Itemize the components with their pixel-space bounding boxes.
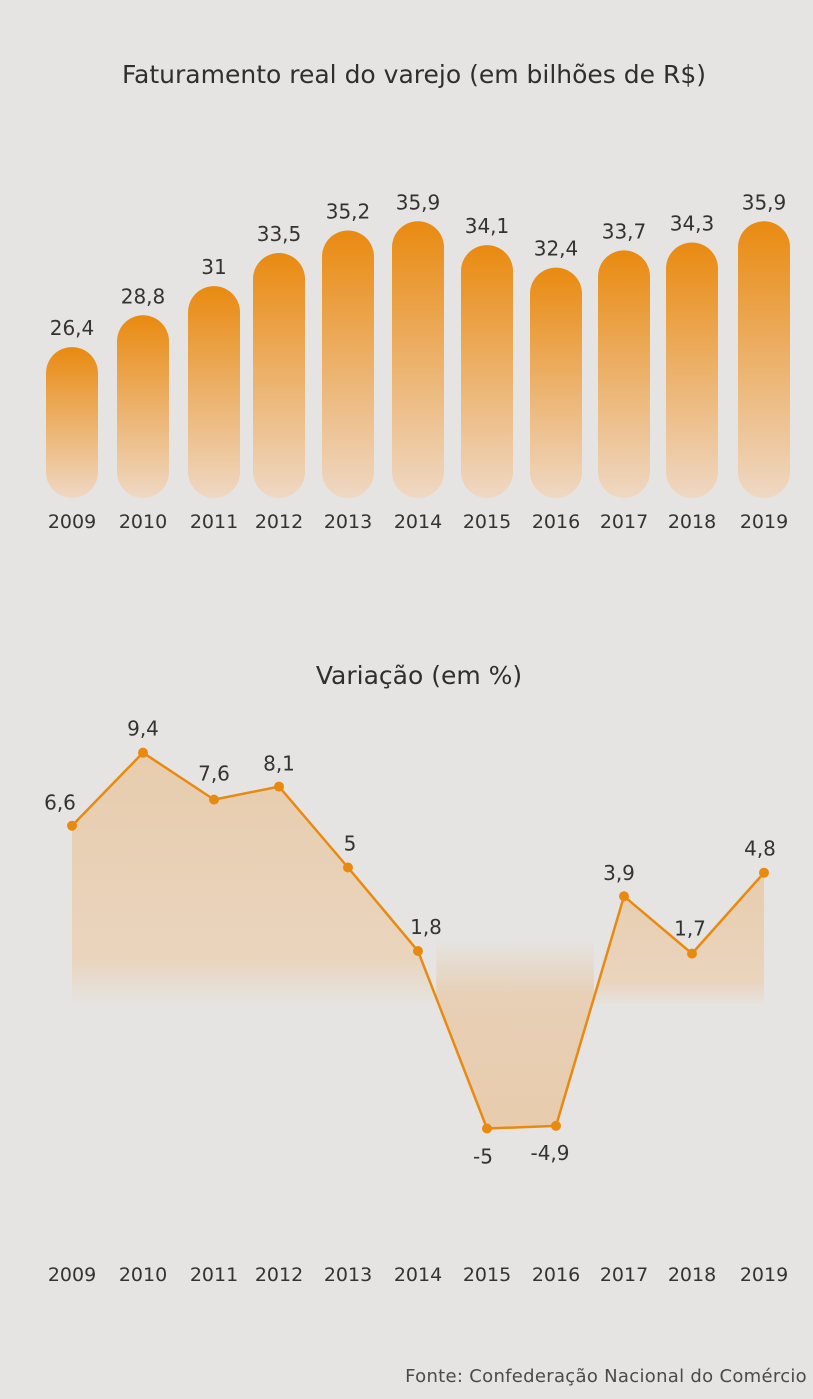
bar-value-label: 35,2 xyxy=(326,200,371,224)
line-x-tick: 2009 xyxy=(48,1264,96,1286)
bar-value-label: 31 xyxy=(201,255,226,279)
bar-value-label: 35,9 xyxy=(396,190,441,214)
point-2013 xyxy=(343,862,353,873)
bar-x-tick: 2017 xyxy=(600,511,648,533)
bar-series xyxy=(46,221,790,498)
bar-2014 xyxy=(392,221,444,498)
area-positive-right xyxy=(593,872,764,1008)
line-value-label: -4,9 xyxy=(530,1141,569,1165)
line-value-labels: 6,6 9,4 7,6 8,1 5 1,8 -5 -4,9 3,9 1,7 4,8 xyxy=(44,717,776,1169)
line-x-tick: 2016 xyxy=(532,1264,580,1286)
bar-value-label: 33,5 xyxy=(257,222,302,246)
bar-x-axis-ticks: 2009 2010 2011 2012 2013 2014 2015 2016 2017 2018… xyxy=(48,511,788,533)
point-2019 xyxy=(759,867,769,878)
bar-x-tick: 2016 xyxy=(532,511,580,533)
point-2010 xyxy=(138,747,148,758)
line-value-label: 4,8 xyxy=(744,837,776,861)
bar-2011 xyxy=(188,286,240,498)
line-chart-title: Variação (em %) xyxy=(316,661,522,690)
point-2014 xyxy=(413,946,423,957)
line-x-tick: 2018 xyxy=(668,1264,716,1286)
line-value-label: 8,1 xyxy=(263,752,295,776)
bar-value-label: 34,3 xyxy=(670,211,715,235)
bar-value-label: 32,4 xyxy=(534,237,579,261)
line-x-tick: 2019 xyxy=(740,1264,788,1286)
line-value-label: 9,4 xyxy=(127,717,159,741)
line-value-label: 7,6 xyxy=(198,762,230,786)
line-value-label: -5 xyxy=(473,1145,493,1169)
area-positive-left xyxy=(72,752,437,1008)
bar-x-tick: 2012 xyxy=(255,511,303,533)
line-area-fill xyxy=(72,752,764,1129)
point-2011 xyxy=(209,794,219,805)
bar-x-tick: 2010 xyxy=(119,511,167,533)
bar-x-tick: 2013 xyxy=(324,511,372,533)
bar-x-tick: 2014 xyxy=(394,511,442,533)
bar-2012 xyxy=(253,253,305,498)
bar-2013 xyxy=(322,230,374,498)
bar-2015 xyxy=(461,245,513,498)
bar-2017 xyxy=(598,250,650,498)
line-value-label: 3,9 xyxy=(603,861,635,885)
area-negative xyxy=(436,938,594,1129)
bar-2016 xyxy=(530,267,582,498)
bar-value-label: 33,7 xyxy=(602,219,647,243)
point-2016 xyxy=(551,1120,561,1131)
point-2009 xyxy=(67,820,77,831)
line-value-label: 5 xyxy=(344,832,357,856)
bar-x-tick: 2009 xyxy=(48,511,96,533)
point-2018 xyxy=(687,948,697,959)
bar-value-label: 34,1 xyxy=(465,214,510,238)
source-note: Fonte: Confederação Nacional do Comércio xyxy=(405,1366,807,1387)
line-x-tick: 2017 xyxy=(600,1264,648,1286)
bar-value-label: 35,9 xyxy=(742,190,787,214)
bar-2019 xyxy=(738,221,790,498)
bar-2018 xyxy=(666,242,718,498)
bar-chart-title: Faturamento real do varejo (em bilhões d… xyxy=(122,60,706,89)
line-x-tick: 2012 xyxy=(255,1264,303,1286)
line-x-tick: 2014 xyxy=(394,1264,442,1286)
line-x-tick: 2015 xyxy=(463,1264,511,1286)
point-2017 xyxy=(619,891,629,902)
line-x-tick: 2013 xyxy=(324,1264,372,1286)
bar-value-label: 26,4 xyxy=(50,316,95,340)
line-value-label: 6,6 xyxy=(44,791,76,815)
bar-x-tick: 2019 xyxy=(740,511,788,533)
bar-x-tick: 2011 xyxy=(190,511,238,533)
bar-x-tick: 2015 xyxy=(463,511,511,533)
line-series xyxy=(67,747,769,1134)
point-2012 xyxy=(274,781,284,792)
line-x-tick: 2010 xyxy=(119,1264,167,1286)
bar-value-label: 28,8 xyxy=(121,284,166,308)
bar-2009 xyxy=(46,347,98,498)
line-value-label: 1,8 xyxy=(410,915,442,939)
point-2015 xyxy=(482,1123,492,1134)
bar-value-labels: 26,4 28,8 31 33,5 35,2 35,9 34,1 32,4 33,7 34,3 35… xyxy=(50,190,787,340)
line-value-label: 1,7 xyxy=(674,917,706,941)
bar-2010 xyxy=(117,315,169,498)
bar-x-tick: 2018 xyxy=(668,511,716,533)
line-x-axis-ticks: 2009 2010 2011 2012 2013 2014 2015 2016 2017 2018… xyxy=(48,1264,788,1286)
line-x-tick: 2011 xyxy=(190,1264,238,1286)
